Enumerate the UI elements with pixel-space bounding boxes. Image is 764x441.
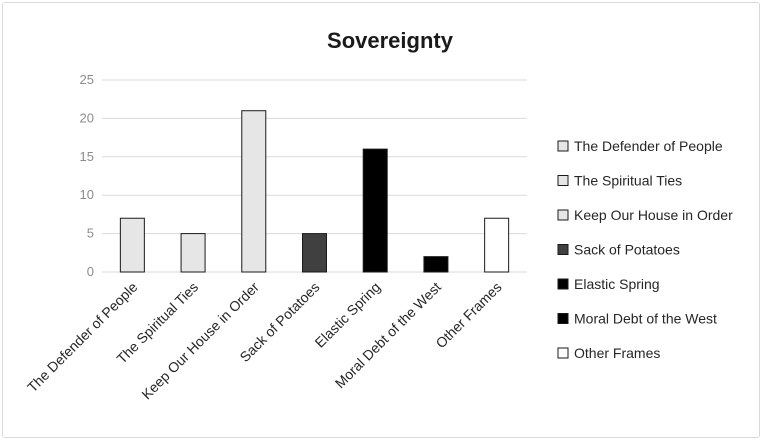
y-tick-label: 10	[80, 187, 94, 202]
y-tick-label: 15	[80, 149, 94, 164]
legend-label: Elastic Spring	[574, 276, 660, 292]
legend-swatch	[557, 278, 569, 290]
legend-swatch	[557, 244, 569, 255]
legend-swatch	[557, 347, 569, 359]
legend-label: Keep Our House in Order	[574, 207, 733, 223]
legend-swatch	[557, 209, 569, 221]
legend-label: Other Frames	[574, 345, 660, 361]
grid: 0 5 10 15 20 25	[80, 72, 527, 279]
y-tick-label: 20	[80, 110, 94, 125]
legend-label: Moral Debt of the West	[574, 311, 717, 327]
legend-label: The Defender of People	[574, 138, 723, 154]
y-tick-label: 25	[80, 72, 94, 87]
x-tick-label: Keep Our House in Order	[138, 279, 262, 403]
bars	[119, 110, 510, 273]
legend-swatch	[557, 175, 569, 186]
x-tick-label: Moral Debt of the West	[332, 279, 444, 391]
legend-label: The Spiritual Ties	[574, 173, 682, 189]
y-tick-label: 0	[87, 264, 94, 279]
chart-title: Sovereignty	[327, 28, 454, 53]
x-tick-label: The Defender of People	[24, 279, 141, 396]
legend-swatch	[557, 140, 569, 152]
bar	[119, 217, 145, 273]
bar	[302, 233, 327, 273]
bar	[423, 256, 449, 273]
legend: The Defender of People The Spiritual Ties…	[557, 138, 733, 361]
bar	[180, 233, 206, 273]
bar	[362, 148, 388, 273]
legend-label: Sack of Potatoes	[574, 242, 680, 258]
bar	[484, 217, 510, 273]
y-tick-label: 5	[87, 226, 94, 241]
legend-swatch	[557, 313, 569, 324]
bar	[241, 110, 267, 273]
